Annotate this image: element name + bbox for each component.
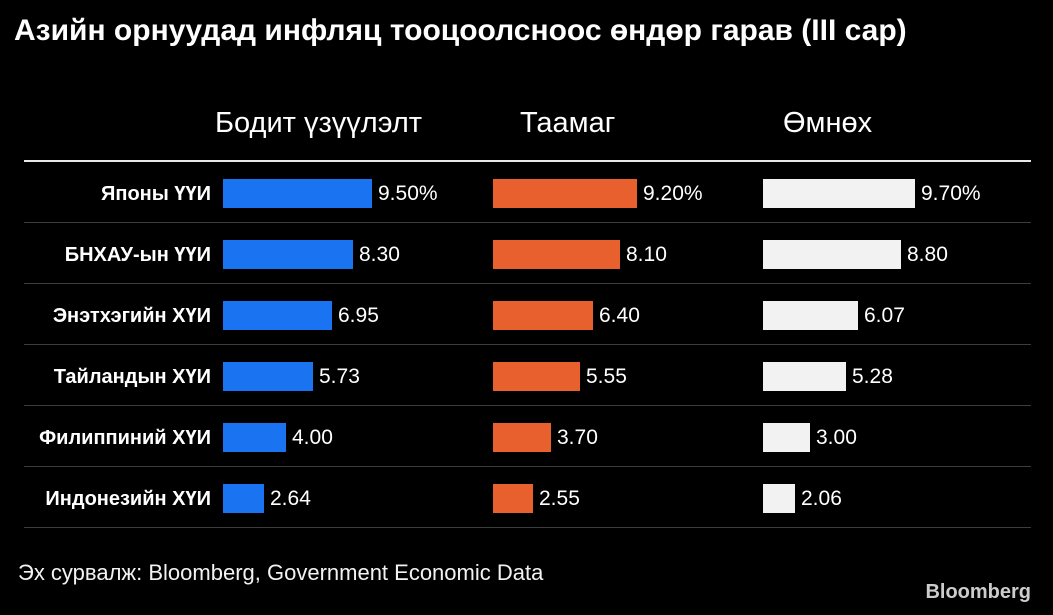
actual-bar [223,240,353,269]
forecast-bar [493,484,533,513]
row-divider [24,527,1031,528]
chart-title: Азийн орнуудад инфляц тооцоолсноос өндөр… [14,14,907,47]
row-divider [24,405,1031,406]
forecast-bar [493,362,580,391]
forecast-bar [493,240,620,269]
actual-bar [223,423,286,452]
previous-bar [763,484,795,513]
category-label: Индонезийн ХҮИ [45,488,211,510]
category-label: Филиппиний ХҮИ [39,427,211,449]
column-header-actual: Бодит үзүүлэлт [215,107,423,139]
previous-value-label: 8.80 [907,243,948,266]
column-header-previous: Өмнөх [783,107,873,139]
actual-bar [223,484,264,513]
actual-bar [223,301,332,330]
actual-value-label: 6.95 [338,304,379,327]
header-divider [24,160,1031,162]
forecast-value-label: 6.40 [599,304,640,327]
actual-value-label: 9.50% [378,182,438,205]
previous-value-label: 2.06 [801,487,842,510]
forecast-bar [493,423,551,452]
brand-logo: Bloomberg [925,581,1031,603]
source-note: Эх сурвалж: Bloomberg, Government Econom… [18,560,544,585]
previous-value-label: 3.00 [816,426,857,449]
category-label: Японы ҮҮИ [100,183,211,205]
previous-value-label: 5.28 [852,365,893,388]
row-divider [24,344,1031,345]
actual-value-label: 4.00 [292,426,333,449]
actual-bar [223,179,372,208]
previous-value-label: 6.07 [864,304,905,327]
row-divider [24,222,1031,223]
previous-bar [763,423,810,452]
forecast-value-label: 8.10 [626,243,667,266]
category-label: Энэтхэгийн ХҮИ [52,305,211,327]
actual-value-label: 2.64 [270,487,311,510]
forecast-bar [493,301,593,330]
forecast-value-label: 9.20% [643,182,703,205]
row-divider [24,283,1031,284]
forecast-value-label: 2.55 [539,487,580,510]
forecast-bar [493,179,637,208]
forecast-value-label: 3.70 [557,426,598,449]
row-divider [24,466,1031,467]
previous-bar [763,179,915,208]
forecast-value-label: 5.55 [586,365,627,388]
actual-bar [223,362,313,391]
category-label: Тайландын ХҮИ [53,366,211,388]
category-label: БНХАУ-ын ҮҮИ [64,244,211,266]
actual-value-label: 8.30 [359,243,400,266]
column-header-forecast: Таамаг [520,107,616,139]
previous-value-label: 9.70% [921,182,981,205]
actual-value-label: 5.73 [319,365,360,388]
previous-bar [763,362,846,391]
previous-bar [763,240,901,269]
previous-bar [763,301,858,330]
